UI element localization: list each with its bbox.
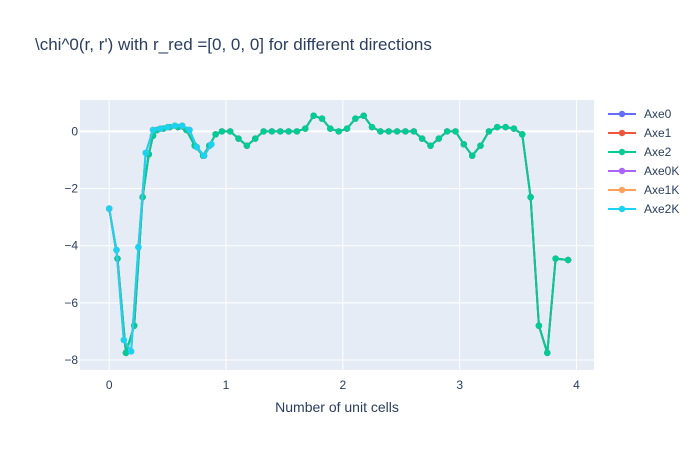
legend-item-axe0[interactable]: Axe0 <box>608 107 672 121</box>
data-point <box>113 246 120 254</box>
legend-label: Axe0 <box>644 107 672 121</box>
data-point <box>252 135 259 142</box>
legend-label: Axe2 <box>644 145 672 159</box>
x-axis-ticks: 0 1 2 3 4 <box>106 378 580 392</box>
data-point <box>485 128 493 135</box>
x-axis-title: Number of unit cells <box>275 399 399 415</box>
data-point <box>227 128 234 135</box>
data-point <box>293 128 301 135</box>
series-axe2k <box>106 122 215 355</box>
data-point <box>502 123 509 131</box>
data-point <box>377 128 384 135</box>
legend-item-axe0k[interactable]: Axe0K <box>608 164 679 178</box>
chart-title: \chi^0(r, r') with r_red =[0, 0, 0] for … <box>35 35 432 54</box>
data-point <box>318 115 326 122</box>
data-point <box>552 255 559 262</box>
data-point <box>277 128 284 135</box>
legend-swatch-marker <box>618 110 626 118</box>
data-point <box>218 128 226 135</box>
data-point <box>157 125 164 132</box>
data-point <box>302 125 309 132</box>
data-point <box>164 123 171 131</box>
y-axis-ticks: 0 −2 −4 −6 −8 <box>64 124 78 367</box>
data-point <box>260 128 267 135</box>
legend-item-axe1[interactable]: Axe1 <box>608 126 672 140</box>
y-tick-label: −2 <box>64 182 78 196</box>
data-point <box>186 126 193 134</box>
x-tick-label: 3 <box>456 378 463 392</box>
data-point <box>268 128 276 135</box>
data-point <box>427 142 434 149</box>
data-point <box>127 348 135 355</box>
legend-item-axe2k[interactable]: Axe2K <box>608 202 679 216</box>
legend-swatch-marker <box>618 186 626 194</box>
data-point <box>208 141 215 148</box>
y-tick-label: −8 <box>64 353 78 367</box>
x-tick-label: 0 <box>106 378 113 392</box>
legend-swatch-marker <box>618 148 626 156</box>
legend-label: Axe0K <box>644 164 679 178</box>
data-point <box>368 123 376 131</box>
legend-swatch-marker <box>618 129 626 137</box>
data-point <box>393 128 401 135</box>
x-tick-label: 2 <box>339 378 346 392</box>
data-point <box>335 128 342 135</box>
data-point <box>142 149 149 157</box>
legend-label: Axe1K <box>644 183 679 197</box>
data-point <box>179 122 186 129</box>
legend-label: Axe2K <box>644 202 679 216</box>
data-point <box>106 205 113 212</box>
legend-item-axe1k[interactable]: Axe1K <box>608 183 679 197</box>
data-point <box>235 135 242 142</box>
data-point <box>120 336 128 344</box>
data-point <box>494 123 501 131</box>
data-point <box>149 126 157 134</box>
y-tick-label: −4 <box>64 239 78 253</box>
data-point <box>469 152 476 159</box>
data-point <box>200 152 208 159</box>
data-point <box>410 128 417 135</box>
legend-label: Axe1 <box>644 126 672 140</box>
data-point <box>527 193 534 201</box>
plot-area <box>80 100 594 370</box>
data-point <box>477 142 484 149</box>
data-point <box>435 135 442 142</box>
legend: Axe0 Axe1 Axe2 Axe0K Axe1K Axe2K <box>608 107 679 216</box>
x-tick-label: 1 <box>223 378 230 392</box>
data-point <box>352 115 359 122</box>
data-point <box>285 128 292 135</box>
data-point <box>243 142 251 149</box>
data-point <box>535 322 543 329</box>
legend-item-axe2[interactable]: Axe2 <box>608 145 672 159</box>
legend-swatch-marker <box>618 205 626 213</box>
data-point <box>310 112 317 119</box>
data-point <box>564 256 572 264</box>
legend-swatch-marker <box>618 167 626 175</box>
data-point <box>385 128 392 135</box>
data-point <box>510 125 518 132</box>
data-point <box>122 349 130 357</box>
data-point <box>402 128 409 135</box>
x-tick-label: 4 <box>573 378 580 392</box>
data-point <box>452 128 459 135</box>
data-point <box>443 128 451 135</box>
data-point <box>212 131 219 138</box>
data-point <box>193 143 200 151</box>
data-point <box>360 112 367 119</box>
data-point <box>418 135 426 142</box>
data-point <box>519 131 526 138</box>
data-point <box>327 125 334 132</box>
y-tick-label: −6 <box>64 296 78 310</box>
data-point <box>171 122 179 129</box>
series-layer <box>106 112 572 357</box>
y-tick-label: 0 <box>71 124 78 138</box>
data-point <box>544 349 551 357</box>
data-point <box>460 141 467 148</box>
data-point <box>135 243 142 251</box>
data-point <box>343 125 351 132</box>
